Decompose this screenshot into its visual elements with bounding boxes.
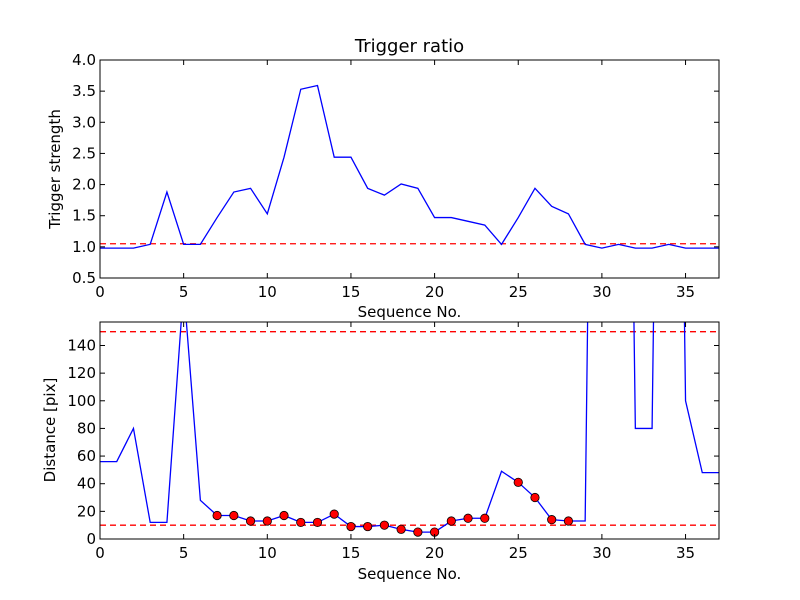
plot-frame <box>99 59 720 279</box>
data-point <box>229 510 239 521</box>
data-point <box>262 516 272 526</box>
data-point <box>296 517 306 528</box>
data-point <box>446 516 456 526</box>
x-tick-label: 15 <box>341 283 360 301</box>
x-tick-label: 25 <box>509 283 528 301</box>
x-tick-label: 35 <box>676 544 695 562</box>
data-point <box>245 516 256 526</box>
data-point <box>513 477 523 487</box>
y-tick-label: 140 <box>67 336 96 354</box>
y-axis-label: Distance [pix] <box>41 378 59 483</box>
x-tick-label: 0 <box>95 544 105 562</box>
chart-title: Trigger ratio <box>354 36 464 57</box>
data-point <box>329 509 339 519</box>
x-tick-label: 30 <box>592 544 611 562</box>
y-tick-label: 2.5 <box>72 144 96 162</box>
trigger-ratio-chart: Trigger ratio 0 5 10 15 20 25 30 35 0.5 1.0 1.5 2.0… <box>46 36 720 321</box>
x-tick-label: 20 <box>425 544 444 562</box>
distance-chart: 0 5 10 15 20 25 30 35 0 20 40 60 80 100 120 140 Sequenc… <box>41 321 720 583</box>
x-tick-label: 20 <box>425 283 444 301</box>
y-tick-label: 0 <box>86 530 96 548</box>
y-tick-label: 1.0 <box>72 238 96 256</box>
y-tick-label: 80 <box>77 419 96 437</box>
x-tick-label: 30 <box>592 283 611 301</box>
data-point <box>379 520 390 530</box>
x-tick-label: 25 <box>509 544 528 562</box>
x-axis-label: Sequence No. <box>358 565 462 583</box>
y-tick-label: 1.5 <box>72 207 96 225</box>
data-point <box>396 524 406 534</box>
data-point <box>530 492 540 503</box>
x-tick-label: 0 <box>95 283 105 301</box>
data-point <box>279 510 289 521</box>
y-tick-label: 20 <box>77 502 96 520</box>
data-point <box>413 527 423 537</box>
x-tick-label: 5 <box>179 544 189 562</box>
y-tick-label: 3.5 <box>72 82 96 100</box>
data-point <box>312 517 323 528</box>
series-line-0 <box>100 322 719 533</box>
y-tick-label: 120 <box>67 364 96 382</box>
y-tick-label: 60 <box>77 447 96 465</box>
y-tick-label: 40 <box>77 475 96 493</box>
x-axis-label: Sequence No. <box>358 303 462 321</box>
x-tick-label: 10 <box>258 283 277 301</box>
y-tick-label: 0.5 <box>72 269 96 287</box>
data-point <box>480 513 490 523</box>
data-point <box>363 521 373 532</box>
x-tick-label: 10 <box>258 544 277 562</box>
plot-frame <box>99 321 720 540</box>
y-tick-label: 2.0 <box>72 176 96 194</box>
data-point <box>463 513 473 523</box>
data-point <box>563 516 574 526</box>
x-tick-label: 5 <box>179 283 189 301</box>
x-tick-label: 35 <box>676 283 695 301</box>
data-point <box>346 521 356 532</box>
y-tick-label: 3.0 <box>72 113 96 131</box>
data-point <box>547 515 557 525</box>
y-tick-label: 100 <box>67 392 96 410</box>
y-axis-label: Trigger strength <box>46 109 64 230</box>
y-tick-label: 4.0 <box>72 51 96 69</box>
series-line-0 <box>100 84 719 249</box>
data-point <box>212 510 222 521</box>
x-tick-label: 15 <box>341 544 360 562</box>
